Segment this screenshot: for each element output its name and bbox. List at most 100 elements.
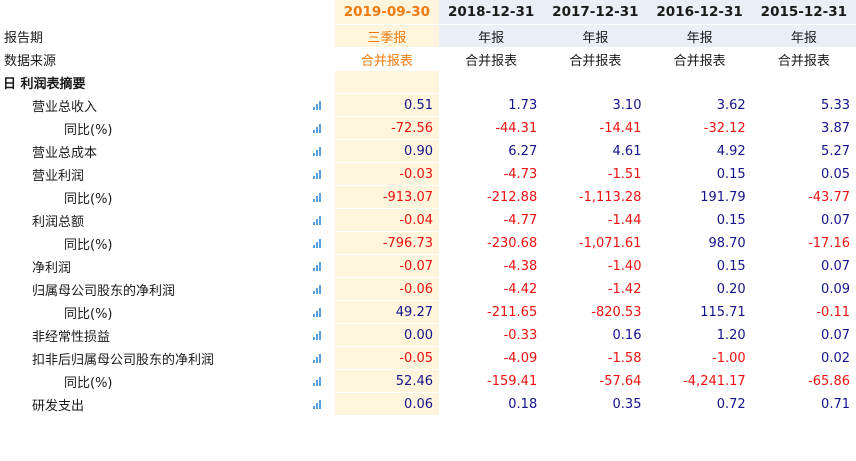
spacer [312,70,335,94]
table-row: 同比(%) -72.56 -44.31 -14.41 -32.12 3.87 [0,116,856,140]
value-cell: 0.35 [543,392,648,416]
value-cell: -17.16 [751,231,856,255]
bar-chart-icon[interactable] [312,307,321,317]
table-row: 研发支出 0.06 0.18 0.35 0.72 0.71 [0,392,856,416]
column-date-2018-12-31[interactable]: 2018-12-31 [439,0,544,25]
column-date-2016-12-31[interactable]: 2016-12-31 [647,0,752,25]
bar-chart-icon[interactable] [312,146,321,156]
value-cell: 191.79 [647,185,752,209]
value-cell: -4.09 [439,346,544,370]
chart-icon-cell [312,208,335,232]
row-label: 营业总收入 [0,93,313,117]
chart-icon-cell [312,392,335,416]
value-cell: 0.16 [543,323,648,347]
chart-icon-cell [312,277,335,301]
header-blank [0,0,313,25]
bar-chart-icon[interactable] [312,192,321,202]
value-cell: -4.38 [439,254,544,278]
bar-chart-icon[interactable] [312,123,321,133]
value-cell: -0.33 [439,323,544,347]
bar-chart-icon[interactable] [312,238,321,248]
value-cell: 0.71 [751,392,856,416]
chart-icon-cell [312,139,335,163]
value-cell: 0.51 [334,93,439,117]
table-row: 归属母公司股东的净利润 -0.06 -4.42 -1.42 0.20 0.09 [0,277,856,301]
value-cell: -212.88 [439,185,544,209]
value-cell: -72.56 [334,116,439,140]
table-row: 营业总收入 0.51 1.73 3.10 3.62 5.33 [0,93,856,117]
column-date-2015-12-31[interactable]: 2015-12-31 [751,0,856,25]
row-label: 同比(%) [0,369,313,393]
bar-chart-icon[interactable] [312,261,321,271]
chart-icon-cell [312,346,335,370]
row-label: 非经常性损益 [0,323,313,347]
table-row: 扣非后归属母公司股东的净利润 -0.05 -4.09 -1.58 -1.00 0.02 [0,346,856,370]
value-cell: -1,113.28 [543,185,648,209]
table-row: 同比(%) 49.27 -211.65 -820.53 115.71 -0.11 [0,300,856,324]
value-cell: 1.73 [439,93,544,117]
section-row-income-statement: 日 利润表摘要 [0,70,856,94]
chart-icon-cell [312,185,335,209]
column-date-2017-12-31[interactable]: 2017-12-31 [543,0,648,25]
table-row: 同比(%) 52.46 -159.41 -57.64 -4,241.17 -65.86 [0,369,856,393]
value-cell: -0.11 [751,300,856,324]
row-label: 研发支出 [0,392,313,416]
value-cell: 3.10 [543,93,648,117]
report-period-value: 年报 [439,24,544,48]
bar-chart-icon[interactable] [312,376,321,386]
collapse-toggle-icon[interactable]: 日 [3,76,17,92]
chart-icon-cell [312,93,335,117]
value-cell: 0.20 [647,277,752,301]
value-cell: -913.07 [334,185,439,209]
value-cell: -0.04 [334,208,439,232]
value-cell: 0.09 [751,277,856,301]
row-label: 扣非后归属母公司股东的净利润 [0,346,313,370]
bar-chart-icon[interactable] [312,169,321,179]
value-cell: -1.00 [647,346,752,370]
report-period-value: 年报 [543,24,648,48]
value-cell: -1.42 [543,277,648,301]
data-source-value: 合并报表 [334,47,439,71]
value-cell: -1.44 [543,208,648,232]
value-cell: 0.72 [647,392,752,416]
bar-chart-icon[interactable] [312,399,321,409]
value-cell: -4.73 [439,162,544,186]
row-label: 同比(%) [0,116,313,140]
value-cell: 0.00 [334,323,439,347]
column-date-2019-09-30[interactable]: 2019-09-30 [334,0,439,25]
empty-cell [543,70,648,94]
report-period-value: 年报 [751,24,856,48]
value-cell: 5.27 [751,139,856,163]
value-cell: 0.06 [334,392,439,416]
value-cell: -211.65 [439,300,544,324]
value-cell: -0.03 [334,162,439,186]
value-cell: 0.07 [751,208,856,232]
value-cell: 4.92 [647,139,752,163]
value-cell: 0.15 [647,162,752,186]
value-cell: 3.87 [751,116,856,140]
value-cell: 98.70 [647,231,752,255]
row-label: 利润总额 [0,208,313,232]
section-header[interactable]: 日 利润表摘要 [0,70,313,94]
value-cell: 0.02 [751,346,856,370]
report-period-value: 三季报 [334,24,439,48]
table-row: 营业总成本 0.90 6.27 4.61 4.92 5.27 [0,139,856,163]
chart-icon-cell [312,300,335,324]
bar-chart-icon[interactable] [312,215,321,225]
row-label: 营业利润 [0,162,313,186]
value-cell: -32.12 [647,116,752,140]
empty-cell [647,70,752,94]
chart-icon-cell [312,369,335,393]
bar-chart-icon[interactable] [312,100,321,110]
bar-chart-icon[interactable] [312,353,321,363]
value-cell: -65.86 [751,369,856,393]
table-row: 利润总额 -0.04 -4.77 -1.44 0.15 0.07 [0,208,856,232]
table-row: 同比(%) -913.07 -212.88 -1,113.28 191.79 -43.77 [0,185,856,209]
bar-chart-icon[interactable] [312,330,321,340]
value-cell: -57.64 [543,369,648,393]
bar-chart-icon[interactable] [312,284,321,294]
value-cell: 49.27 [334,300,439,324]
financial-summary-table: 2019-09-30 2018-12-31 2017-12-31 2016-12… [0,0,856,416]
row-label: 同比(%) [0,231,313,255]
value-cell: 52.46 [334,369,439,393]
